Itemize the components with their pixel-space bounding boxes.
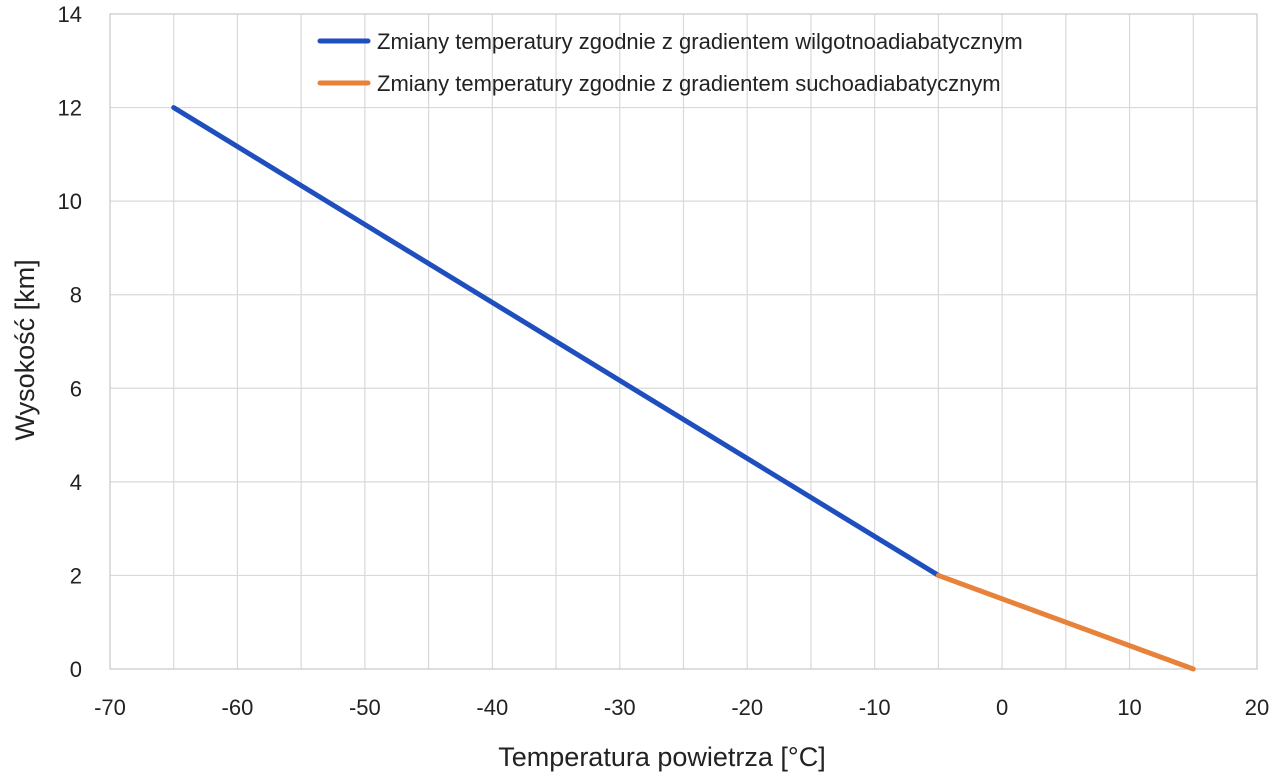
x-tick-label: -10 [859, 695, 891, 720]
x-tick-label: -60 [222, 695, 254, 720]
x-axis-title: Temperatura powietrza [°C] [498, 742, 825, 772]
x-tick-label: 0 [996, 695, 1008, 720]
y-tick-label: 0 [70, 657, 82, 682]
x-tick-label: -40 [476, 695, 508, 720]
x-tick-label: -20 [731, 695, 763, 720]
x-tick-label: -30 [604, 695, 636, 720]
plot-area-border [109, 13, 1258, 670]
series-line-dry-adiabatic [935, 572, 1196, 672]
grid-lines [110, 14, 1257, 669]
y-axis-tick-labels: 0 2 4 6 8 10 12 14 [58, 2, 82, 682]
x-tick-label: -50 [349, 695, 381, 720]
x-tick-label: 20 [1245, 695, 1269, 720]
x-tick-label: 10 [1117, 695, 1141, 720]
x-axis-tick-labels: -70 -60 -50 -40 -30 -20 -10 0 10 20 [94, 695, 1269, 720]
series-line-moist-adiabatic [171, 105, 941, 578]
y-axis-title: Wysokość [km] [10, 259, 40, 440]
y-tick-label: 10 [58, 189, 82, 214]
y-tick-label: 12 [58, 96, 82, 121]
x-tick-label: -70 [94, 695, 126, 720]
series-layer [171, 105, 1196, 672]
y-tick-label: 6 [70, 376, 82, 401]
y-tick-label: 14 [58, 2, 82, 27]
legend-label-dry-adiabatic: Zmiany temperatury zgodnie z gradientem … [377, 71, 1001, 96]
y-tick-label: 2 [70, 563, 82, 588]
legend: Zmiany temperatury zgodnie z gradientem … [317, 29, 1023, 96]
y-tick-label: 4 [70, 470, 82, 495]
legend-label-moist-adiabatic: Zmiany temperatury zgodnie z gradientem … [377, 29, 1023, 54]
y-tick-label: 8 [70, 283, 82, 308]
